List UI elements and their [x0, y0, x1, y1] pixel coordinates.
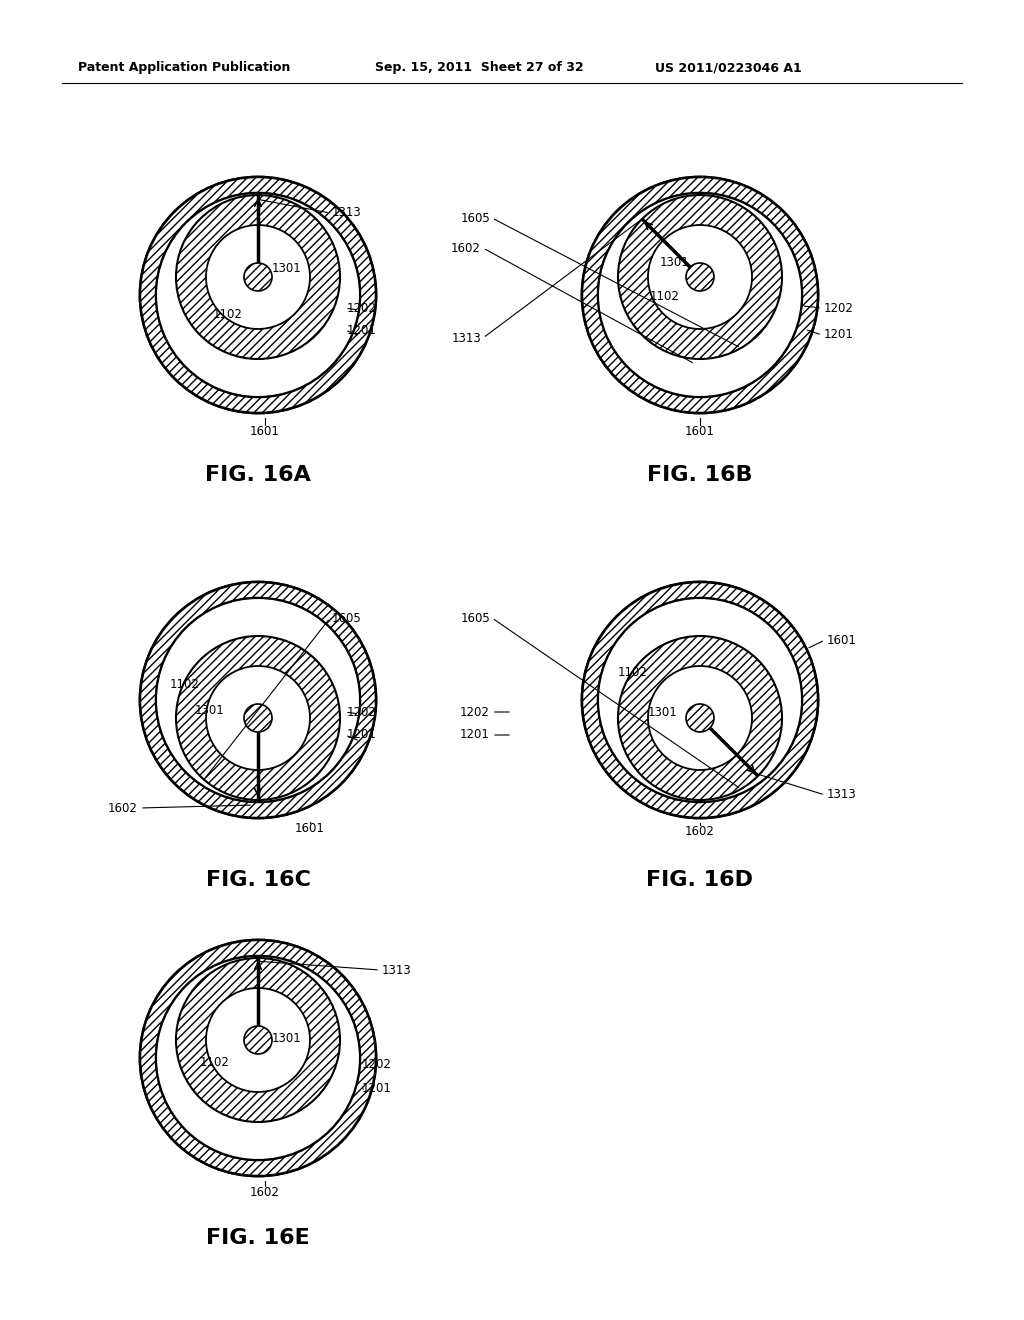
- Circle shape: [618, 636, 782, 800]
- Circle shape: [156, 193, 360, 397]
- Circle shape: [598, 193, 802, 397]
- Circle shape: [176, 636, 340, 800]
- Text: 1301: 1301: [660, 256, 690, 268]
- Circle shape: [206, 667, 310, 770]
- Circle shape: [618, 195, 782, 359]
- Text: 1313: 1313: [332, 206, 361, 219]
- Text: FIG. 16E: FIG. 16E: [206, 1228, 310, 1247]
- Circle shape: [206, 987, 310, 1092]
- Text: 1102: 1102: [213, 308, 243, 321]
- Circle shape: [156, 956, 360, 1160]
- Text: 1313: 1313: [452, 331, 481, 345]
- Text: FIG. 16C: FIG. 16C: [206, 870, 310, 890]
- Text: 1102: 1102: [650, 289, 680, 302]
- Text: 1602: 1602: [452, 242, 481, 255]
- Text: 1102: 1102: [618, 665, 648, 678]
- Circle shape: [140, 940, 376, 1176]
- Circle shape: [176, 195, 340, 359]
- Text: 1201: 1201: [347, 323, 377, 337]
- Text: 1602: 1602: [109, 801, 138, 814]
- Text: 1102: 1102: [200, 1056, 229, 1068]
- Circle shape: [686, 704, 714, 733]
- Circle shape: [140, 177, 376, 413]
- Circle shape: [206, 224, 310, 329]
- Text: Patent Application Publication: Patent Application Publication: [78, 62, 291, 74]
- Text: 1201: 1201: [460, 729, 490, 742]
- Circle shape: [582, 177, 818, 413]
- Text: FIG. 16D: FIG. 16D: [646, 870, 754, 890]
- Text: 1601: 1601: [685, 425, 715, 438]
- Circle shape: [598, 598, 802, 803]
- Circle shape: [244, 263, 272, 290]
- Circle shape: [244, 1026, 272, 1053]
- Circle shape: [648, 224, 752, 329]
- Text: 1202: 1202: [460, 705, 490, 718]
- Circle shape: [156, 598, 360, 803]
- Text: 1102: 1102: [170, 678, 200, 692]
- Text: 1601: 1601: [295, 822, 325, 836]
- Circle shape: [686, 263, 714, 290]
- Text: Sep. 15, 2011  Sheet 27 of 32: Sep. 15, 2011 Sheet 27 of 32: [375, 62, 584, 74]
- Circle shape: [582, 582, 818, 818]
- Text: 1605: 1605: [460, 211, 490, 224]
- Circle shape: [648, 667, 752, 770]
- Text: 1301: 1301: [272, 1031, 302, 1044]
- Circle shape: [140, 582, 376, 818]
- Text: FIG. 16B: FIG. 16B: [647, 465, 753, 484]
- Text: 1201: 1201: [362, 1081, 392, 1094]
- Text: 1301: 1301: [195, 704, 224, 717]
- Text: 1313: 1313: [827, 788, 857, 801]
- Text: 1202: 1202: [824, 301, 854, 314]
- Text: 1601: 1601: [827, 634, 857, 647]
- Text: 1301: 1301: [648, 705, 678, 718]
- Text: 1202: 1202: [347, 301, 377, 314]
- Text: 1202: 1202: [362, 1059, 392, 1072]
- Circle shape: [176, 958, 340, 1122]
- Text: 1202: 1202: [347, 705, 377, 718]
- Text: FIG. 16A: FIG. 16A: [205, 465, 311, 484]
- Text: 1313: 1313: [382, 964, 412, 977]
- Text: 1601: 1601: [250, 425, 280, 438]
- Text: 1602: 1602: [685, 825, 715, 838]
- Text: 1605: 1605: [460, 611, 490, 624]
- Text: 1605: 1605: [332, 611, 361, 624]
- Text: 1602: 1602: [250, 1185, 280, 1199]
- Text: 1201: 1201: [824, 329, 854, 342]
- Text: US 2011/0223046 A1: US 2011/0223046 A1: [655, 62, 802, 74]
- Text: 1201: 1201: [347, 729, 377, 742]
- Circle shape: [244, 704, 272, 733]
- Text: 1301: 1301: [272, 261, 302, 275]
